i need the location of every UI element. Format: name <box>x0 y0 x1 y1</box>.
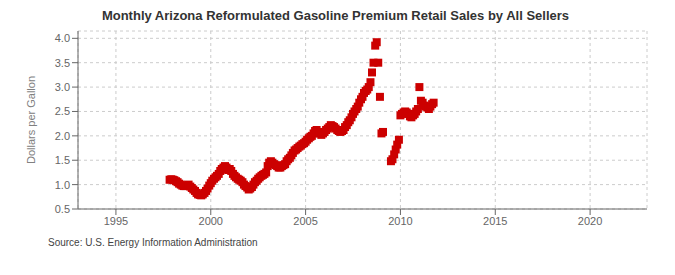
html-text:Monthly Arizona Reformulated G: Monthly Arizona Reformulated Gasoline Pr… <box>101 8 570 23</box>
svg-text:2005: 2005 <box>293 215 317 227</box>
svg-text:2010: 2010 <box>388 215 412 227</box>
svg-text:0.5: 0.5 <box>55 203 70 215</box>
svg-text:2000: 2000 <box>199 215 223 227</box>
svg-text:1995: 1995 <box>104 215 128 227</box>
svg-text:Dollars per Gallon: Dollars per Gallon <box>25 76 37 164</box>
svg-text:3.5: 3.5 <box>55 57 70 69</box>
svg-text:2020: 2020 <box>578 215 602 227</box>
svg-text:4.0: 4.0 <box>55 32 70 44</box>
svg-text:2.0: 2.0 <box>55 130 70 142</box>
svg-text:3.0: 3.0 <box>55 81 70 93</box>
html-text:Source: U.S. Energy Informatio: Source: U.S. Energy Information Administ… <box>48 237 258 248</box>
svg-text:2.5: 2.5 <box>55 105 70 117</box>
svg-text:1.0: 1.0 <box>55 179 70 191</box>
svg-text:2015: 2015 <box>483 215 507 227</box>
svg-text:1.5: 1.5 <box>55 154 70 166</box>
